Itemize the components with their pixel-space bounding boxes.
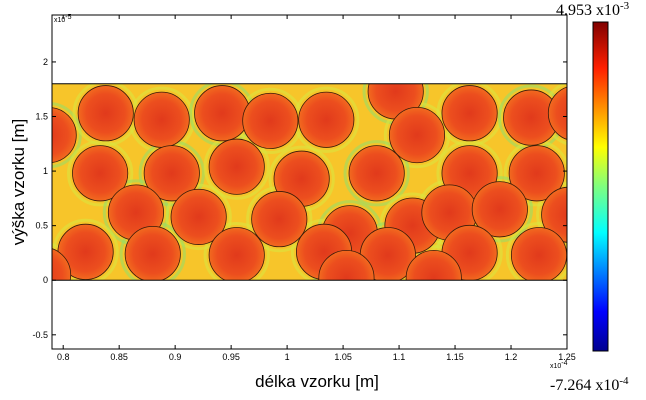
particle <box>208 227 265 281</box>
particle <box>170 188 227 245</box>
colorbar <box>592 21 609 352</box>
y-tick-label: 0 <box>43 275 48 285</box>
x-tick-label: 0.9 <box>169 352 182 362</box>
particle <box>242 92 299 149</box>
y-tick-label: 2 <box>43 57 48 67</box>
particle-halo <box>203 221 270 281</box>
x-exponent-label: x10-4 <box>550 360 568 370</box>
x-axis-ticks: 0.8 0.85 0.9 0.95 1 1.05 1.1 1.15 1.2 1.25 <box>57 15 576 362</box>
particle <box>77 85 134 142</box>
y-tick-label: 1 <box>43 166 48 176</box>
sample-border <box>51 83 568 281</box>
particle <box>208 138 265 195</box>
particles <box>52 83 567 281</box>
particle-halo <box>343 140 410 207</box>
particle <box>471 181 528 238</box>
x-tick-label: 0.95 <box>222 352 240 362</box>
particle <box>251 191 308 248</box>
particle <box>547 86 567 140</box>
particle-halo <box>536 181 567 248</box>
particle-halo <box>66 140 134 207</box>
x-tick-label: 1.05 <box>334 352 352 362</box>
particle <box>52 248 72 281</box>
y-tick-label: 1.5 <box>35 112 48 122</box>
y-tick-label: -0.5 <box>32 330 48 340</box>
x-tick-label: 1.25 <box>558 352 576 362</box>
particle <box>52 107 77 163</box>
particle <box>124 225 181 281</box>
particle <box>405 250 462 281</box>
particle <box>441 85 498 142</box>
x-tick-label: 0.8 <box>57 352 70 362</box>
particle <box>72 145 129 202</box>
y-axis-label: výška vzorku [m] <box>9 119 28 246</box>
y-exponent-label: x10-5 <box>54 14 72 24</box>
x-tick-label: 0.85 <box>110 352 128 362</box>
colorbar-min-label: -7.264 x10-4 <box>550 375 629 394</box>
particle <box>510 227 567 281</box>
colorbar-max-label: 4.953 x10-3 <box>556 0 630 19</box>
x-axis-label: délka vzorku [m] <box>255 372 379 391</box>
particle <box>143 145 200 202</box>
particle-halo <box>52 102 82 169</box>
particle <box>388 107 446 164</box>
particle-halo <box>165 183 232 251</box>
particle <box>194 85 251 142</box>
y-tick-label: 0.5 <box>35 221 48 231</box>
x-tick-label: 1 <box>285 352 290 362</box>
x-tick-label: 1.1 <box>393 352 406 362</box>
x-tick-label: 1.2 <box>505 352 518 362</box>
particle <box>298 91 355 148</box>
sample-region <box>52 83 567 281</box>
particle <box>133 91 190 148</box>
particle <box>541 186 567 243</box>
particle <box>348 145 405 202</box>
y-axis-ticks: -0.5 0 0.5 1 1.5 2 <box>32 57 567 340</box>
particle-halo <box>505 221 567 281</box>
particle <box>508 145 565 202</box>
particle <box>318 250 375 281</box>
x-tick-label: 1.15 <box>446 352 464 362</box>
